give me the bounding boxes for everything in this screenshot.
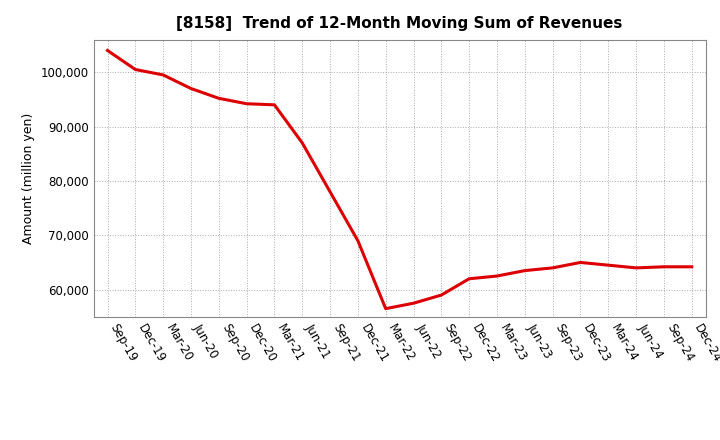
Title: [8158]  Trend of 12-Month Moving Sum of Revenues: [8158] Trend of 12-Month Moving Sum of R… (176, 16, 623, 32)
Y-axis label: Amount (million yen): Amount (million yen) (22, 113, 35, 244)
